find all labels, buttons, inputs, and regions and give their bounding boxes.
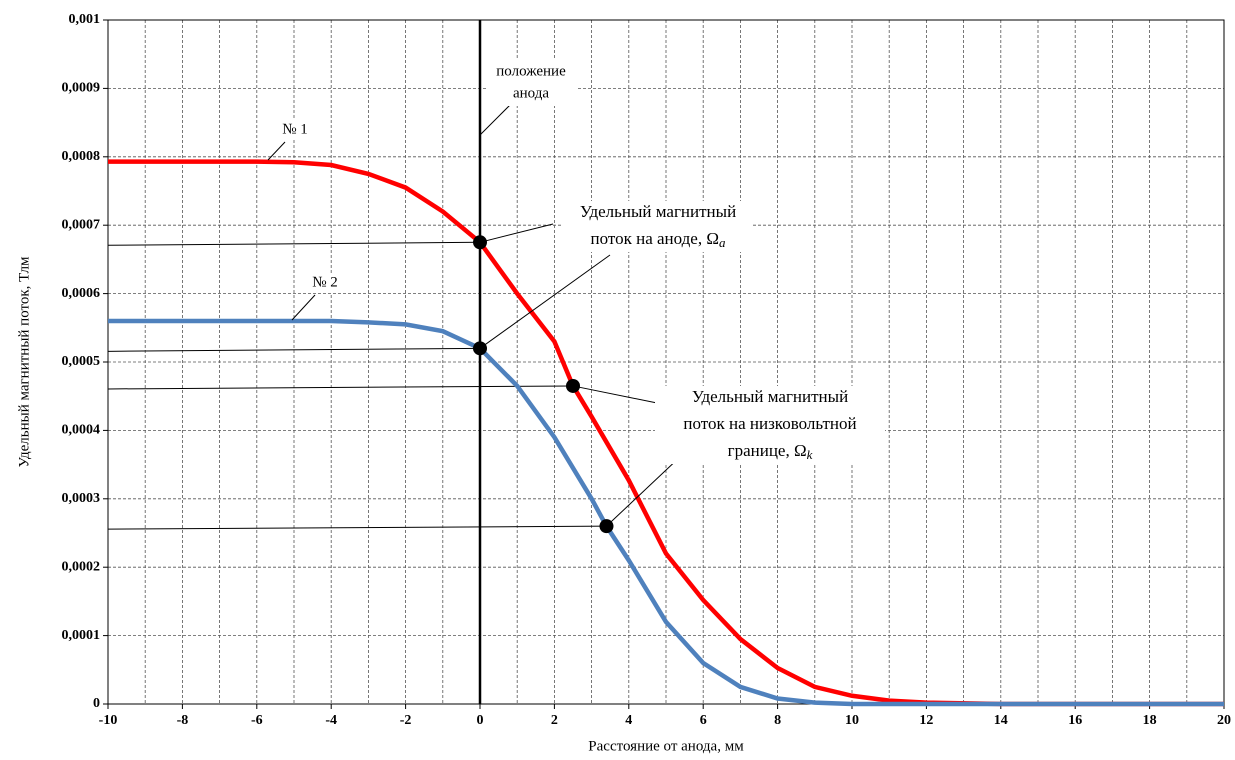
x-tick-label: -2 <box>400 713 412 728</box>
y-tick-label: 0,0009 <box>62 81 101 96</box>
plot-border <box>107 19 1225 705</box>
x-tick-label: -8 <box>177 713 189 728</box>
label-bg <box>275 120 315 140</box>
x-tick-label: 10 <box>845 713 859 728</box>
y-tick-label: 0,0002 <box>62 559 101 574</box>
annotation-text: Удельный магнитный <box>580 202 736 221</box>
y-tick-label: 0,0008 <box>62 149 101 164</box>
leader-line <box>107 525 607 530</box>
series-label: № 2 <box>312 274 338 290</box>
annotation-leader <box>572 385 663 405</box>
x-tick-label: 6 <box>700 713 707 728</box>
annotation-text: поток на аноде, Ωa <box>591 229 726 250</box>
x-tick-label: 2 <box>551 713 558 728</box>
annotation-bg <box>655 386 885 464</box>
x-tick-label: 12 <box>919 713 933 728</box>
annotation-text: поток на низковольтной <box>683 414 856 433</box>
annotation-bg <box>486 60 576 106</box>
y-tick-label: 0,0001 <box>62 628 101 643</box>
label-leader <box>291 294 316 321</box>
annotation-leader <box>479 223 554 243</box>
x-tick-label: 16 <box>1068 713 1082 728</box>
annotation-bg <box>563 201 753 252</box>
annotation-leader <box>479 104 511 136</box>
x-tick-label: 20 <box>1217 713 1231 728</box>
annotation-text: анода <box>513 85 549 101</box>
annotation-text: Удельный магнитный <box>692 387 848 406</box>
y-tick-label: 0 <box>93 696 100 711</box>
x-tick-label: 0 <box>477 713 484 728</box>
y-tick-label: 0,0004 <box>62 423 101 438</box>
y-tick-label: 0,001 <box>69 12 101 27</box>
y-tick-label: 0,0007 <box>62 217 101 232</box>
x-tick-label: 18 <box>1143 713 1157 728</box>
x-tick-label: -10 <box>99 713 118 728</box>
x-axis-label: Расстояние от анода, мм <box>588 738 744 754</box>
series-label: № 1 <box>282 121 308 137</box>
annotation-text: границе, Ωk <box>728 441 813 462</box>
label-bg <box>305 273 345 293</box>
data-line <box>108 318 1224 707</box>
leader-line <box>107 241 481 246</box>
annotation-leader <box>479 254 611 349</box>
y-axis-label: Удельный магнитный поток, Тлм <box>16 256 32 468</box>
y-tick-label: 0,0005 <box>62 354 101 369</box>
x-tick-label: -4 <box>325 713 337 728</box>
x-tick-label: 4 <box>625 713 632 728</box>
label-leader <box>267 141 286 161</box>
x-tick-label: -6 <box>251 713 263 728</box>
annotation-subscript: k <box>807 447 813 462</box>
annotation-subscript: a <box>719 235 726 250</box>
leader-line <box>107 347 481 352</box>
x-tick-label: 8 <box>774 713 781 728</box>
x-tick-label: 14 <box>994 713 1008 728</box>
annotation-text: положение <box>496 63 566 79</box>
leader-line <box>107 385 574 390</box>
y-tick-label: 0,0003 <box>62 491 101 506</box>
annotation-leader <box>606 454 683 527</box>
y-tick-label: 0,0006 <box>62 286 101 301</box>
